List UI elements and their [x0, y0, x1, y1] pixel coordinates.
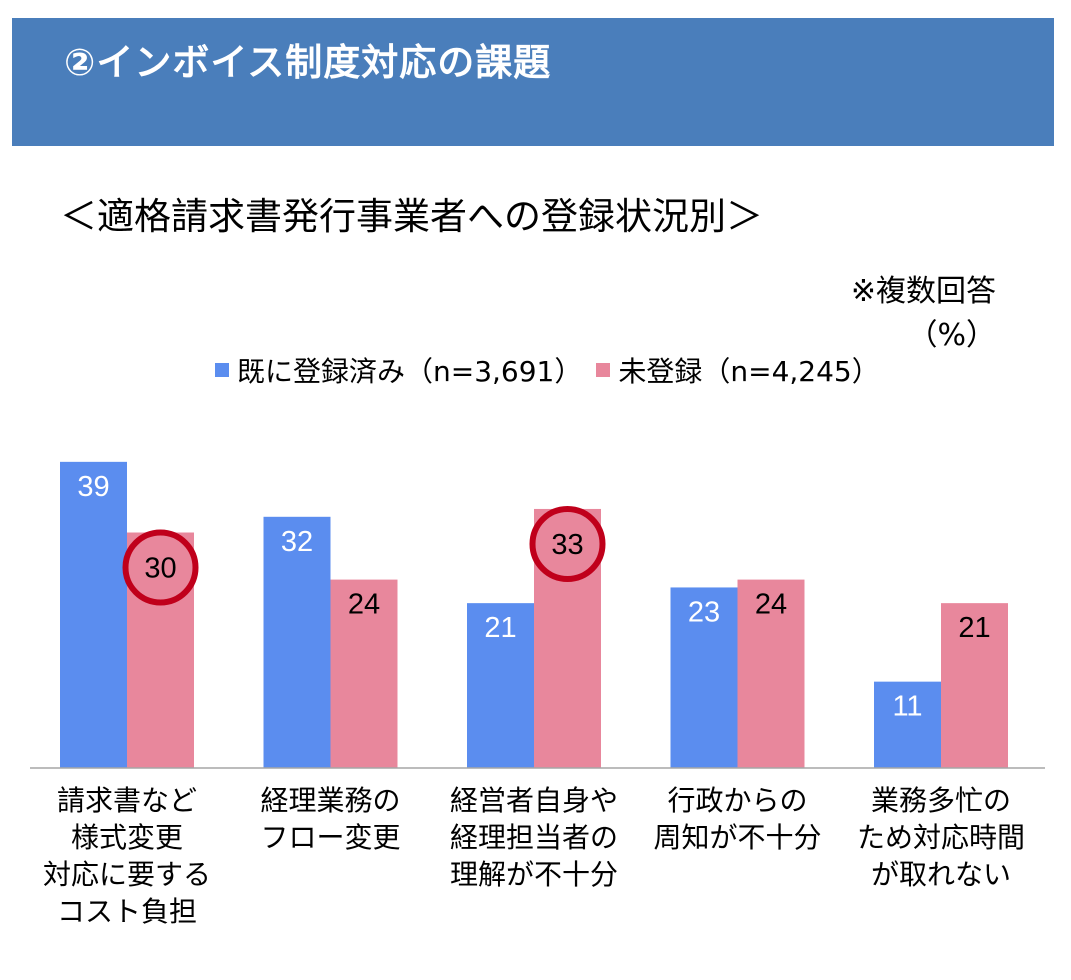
value-label-unregistered-2: 33	[551, 529, 583, 561]
value-label-unregistered-1: 24	[348, 589, 380, 621]
category-label-0-0: 請求書など	[57, 784, 197, 817]
category-label-0-3: コスト負担	[57, 895, 197, 928]
category-label-2-1: 経理担当者の	[450, 821, 618, 854]
legend-item-unregistered: 未登録（n=4,245）	[596, 350, 880, 390]
bar-registered-0	[60, 461, 127, 768]
value-label-registered-0: 39	[77, 471, 109, 503]
value-label-unregistered-0: 30	[144, 553, 176, 585]
value-label-unregistered-3: 24	[755, 589, 787, 621]
value-label-unregistered-4: 21	[958, 612, 990, 644]
legend-swatch-unregistered	[596, 363, 611, 377]
bar-unregistered-0	[127, 532, 194, 768]
category-label-3-0: 行政からの	[667, 784, 807, 817]
legend-swatch-registered	[215, 363, 229, 377]
page-title: ②インボイス制度対応の課題	[64, 41, 552, 84]
highlight-circle-2	[529, 505, 606, 582]
chart-subtitle: ＜適格請求書発行事業者への登録状況別＞	[60, 195, 763, 238]
highlight-circle-0	[122, 529, 199, 606]
chart-note: ※複数回答 （%）	[851, 270, 996, 358]
bar-unregistered-4	[941, 603, 1008, 768]
legend-item-registered: 既に登録済み（n=3,691）	[215, 350, 582, 390]
category-label-2-0: 経営者自身や	[450, 784, 618, 817]
category-label-4-1: ため対応時間	[857, 821, 1025, 854]
value-label-registered-4: 11	[892, 691, 922, 723]
category-label-2-2: 理解が不十分	[450, 858, 618, 891]
category-label-0-1: 様式変更	[71, 821, 183, 854]
title-banner: ②インボイス制度対応の課題	[12, 18, 1054, 146]
value-label-registered-1: 32	[281, 526, 313, 558]
bar-registered-2	[467, 603, 534, 768]
value-label-registered-3: 23	[688, 596, 720, 628]
legend-label-unregistered: 未登録（n=4,245）	[618, 355, 880, 388]
legend-label-registered: 既に登録済み（n=3,691）	[237, 355, 583, 388]
bar-unregistered-2	[534, 508, 601, 768]
value-label-registered-2: 21	[484, 612, 516, 644]
chart-legend: 既に登録済み（n=3,691） 未登録（n=4,245）	[215, 350, 894, 390]
bar-registered-1	[263, 516, 331, 768]
bar-registered-4	[874, 681, 941, 768]
category-label-4-2: が取れない	[871, 858, 1011, 891]
bar-registered-3	[670, 587, 738, 768]
category-label-3-1: 周知が不十分	[653, 821, 821, 854]
bar-unregistered-1	[330, 579, 398, 768]
multiple-answers-note: ※複数回答	[850, 274, 996, 309]
category-label-1-0: 経理業務の	[260, 784, 400, 817]
category-label-0-2: 対応に要する	[43, 858, 211, 891]
unit-note: （%）	[907, 318, 996, 353]
bar-unregistered-3	[737, 579, 805, 768]
category-label-1-1: フロー変更	[260, 821, 400, 854]
category-label-4-0: 業務多忙の	[871, 784, 1011, 817]
